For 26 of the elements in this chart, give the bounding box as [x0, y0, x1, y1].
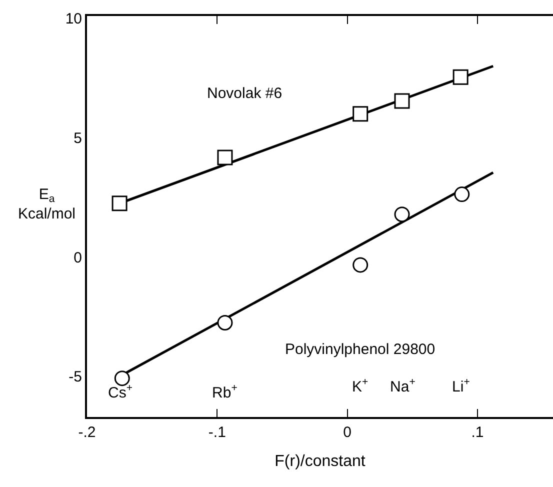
point: [217, 314, 233, 330]
y-tick-label: -5: [68, 368, 82, 386]
y-tick-label: 0: [74, 249, 82, 266]
point: [454, 186, 470, 202]
y-axis-title: E$_{a}$ Kcal/mol: [18, 186, 76, 222]
point: [114, 370, 130, 386]
x-tick-label: -.2: [78, 424, 96, 441]
point: [217, 150, 233, 166]
x-axis-title: F(r)/constant: [274, 453, 366, 470]
x-tick-label: -.1: [208, 424, 226, 441]
point: [452, 69, 468, 85]
y-tick-label: 5: [74, 130, 82, 147]
x-tick-label: 0: [343, 424, 352, 441]
y-tick-label: 10: [65, 10, 82, 28]
annotation: Cs$^{+}$: [108, 382, 132, 402]
annotation: K$^{+}$: [352, 376, 368, 396]
annotation: Rb$^{+}$: [212, 382, 238, 402]
x-tick-label: .1: [471, 424, 484, 441]
point: [394, 93, 410, 109]
point: [352, 257, 368, 273]
point: [112, 196, 128, 212]
annotation: Na$^{+}$: [390, 376, 416, 396]
annotation: Li$^{+}$: [452, 376, 470, 396]
annotation: Polyvinylphenol 29800: [285, 341, 436, 358]
annotation: Novolak #6: [207, 85, 282, 102]
point: [352, 106, 368, 122]
